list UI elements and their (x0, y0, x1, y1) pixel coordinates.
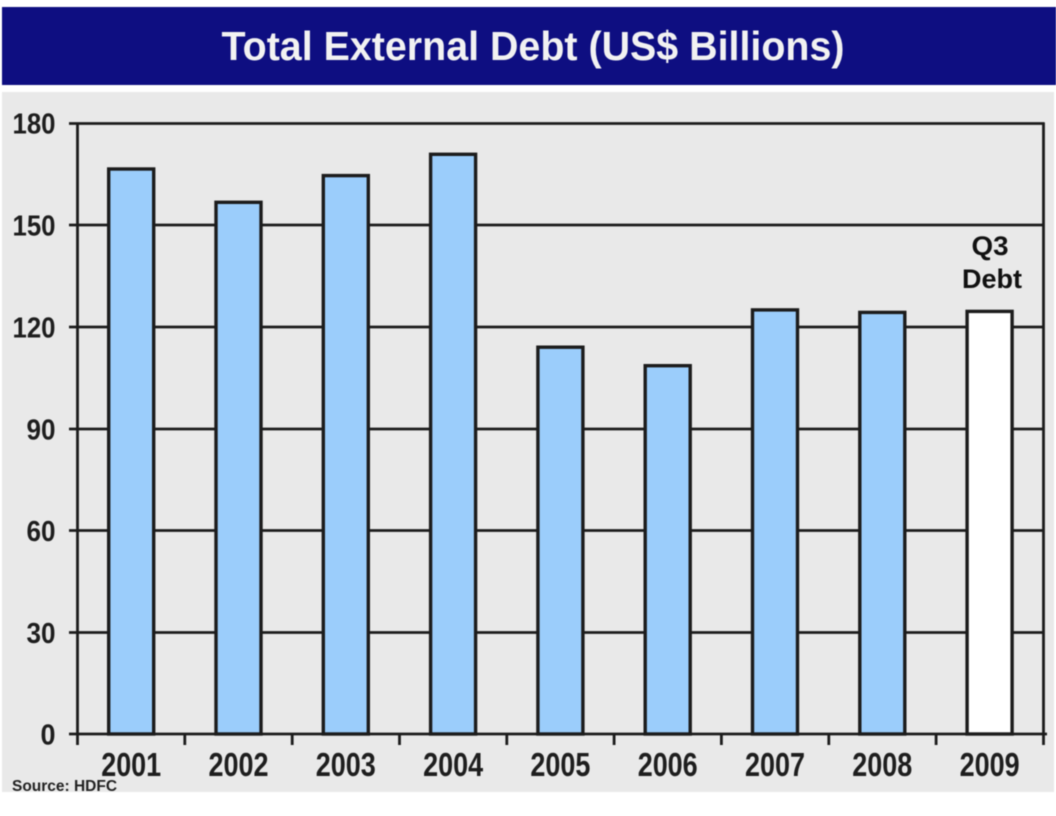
svg-text:Total External Debt (US$ Billi: Total External Debt (US$ Billions) (222, 23, 845, 69)
svg-text:Debt: Debt (962, 264, 1022, 294)
svg-text:60: 60 (27, 516, 56, 548)
svg-text:2005: 2005 (530, 746, 590, 783)
svg-text:2002: 2002 (209, 746, 269, 783)
svg-text:2001: 2001 (101, 746, 161, 783)
svg-text:120: 120 (13, 313, 56, 345)
svg-text:2006: 2006 (638, 746, 698, 783)
svg-text:180: 180 (13, 109, 56, 141)
svg-text:Source: HDFC: Source: HDFC (12, 778, 117, 795)
svg-text:0: 0 (41, 720, 56, 752)
svg-text:150: 150 (13, 211, 56, 243)
svg-text:2009: 2009 (960, 746, 1020, 783)
svg-text:2004: 2004 (423, 746, 484, 783)
svg-text:2008: 2008 (852, 746, 912, 783)
svg-text:2007: 2007 (745, 746, 805, 783)
svg-text:90: 90 (27, 415, 56, 447)
svg-text:30: 30 (27, 618, 56, 650)
svg-text:Q3: Q3 (972, 231, 1009, 261)
svg-text:2003: 2003 (316, 746, 376, 783)
